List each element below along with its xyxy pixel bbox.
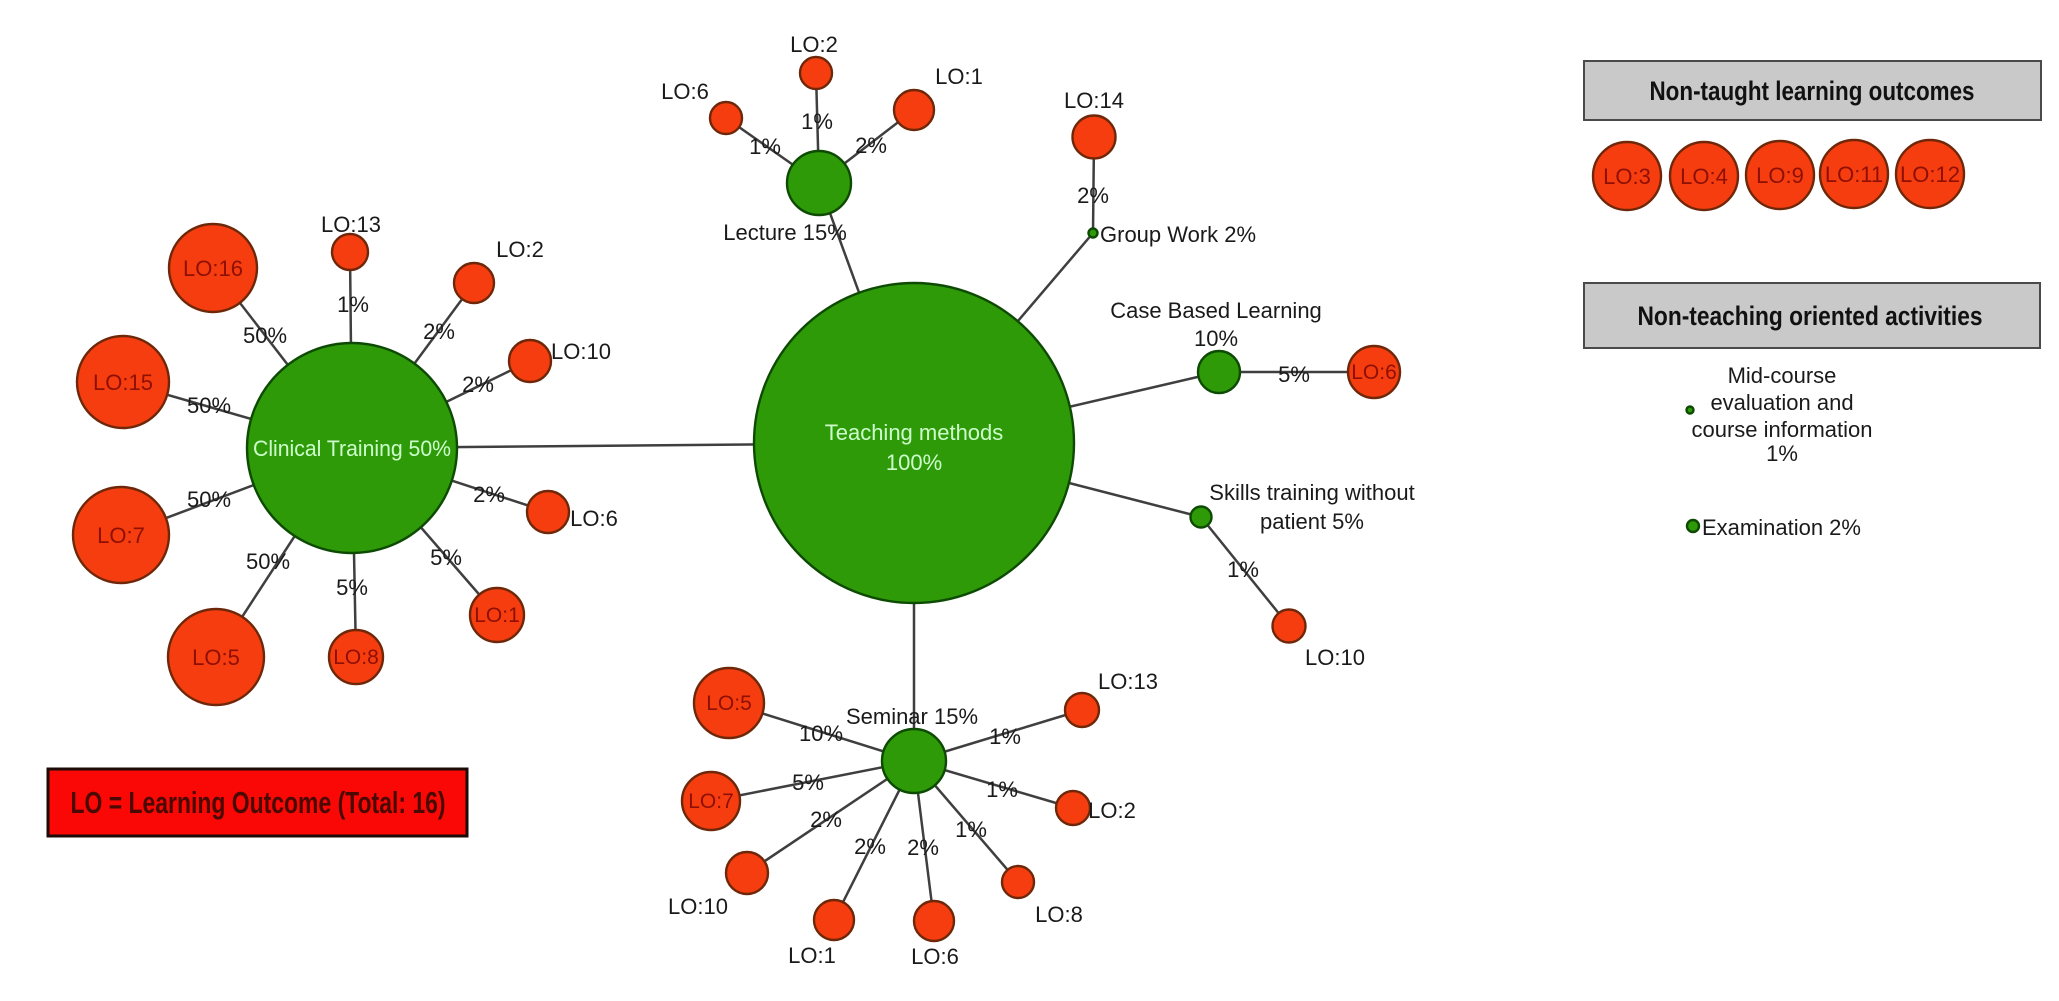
svg-text:2%: 2% — [473, 482, 505, 507]
svg-text:evaluation and: evaluation and — [1710, 390, 1853, 415]
svg-text:Skills training without: Skills training without — [1209, 480, 1414, 505]
svg-text:course information: course information — [1692, 417, 1873, 442]
svg-text:1%: 1% — [986, 777, 1018, 802]
svg-text:LO:8: LO:8 — [333, 646, 379, 669]
svg-text:Seminar 15%: Seminar 15% — [846, 704, 978, 729]
svg-text:2%: 2% — [855, 133, 887, 158]
svg-text:50%: 50% — [246, 549, 290, 574]
svg-text:Case Based Learning: Case Based Learning — [1110, 298, 1322, 323]
svg-text:LO:6: LO:6 — [570, 506, 618, 531]
svg-text:10%: 10% — [799, 721, 843, 746]
svg-text:LO:16: LO:16 — [183, 256, 243, 281]
svg-text:1%: 1% — [749, 134, 781, 159]
svg-text:LO:6: LO:6 — [1351, 361, 1397, 384]
svg-text:Non-teaching oriented activiti: Non-teaching oriented activities — [1638, 301, 1983, 331]
svg-text:LO:7: LO:7 — [688, 790, 734, 813]
svg-text:Clinical Training 50%: Clinical Training 50% — [253, 436, 451, 461]
svg-text:Non-taught learning outcomes: Non-taught learning outcomes — [1650, 76, 1975, 106]
svg-text:5%: 5% — [430, 545, 462, 570]
svg-text:LO:10: LO:10 — [1305, 645, 1365, 670]
svg-text:50%: 50% — [187, 393, 231, 418]
svg-text:LO:10: LO:10 — [668, 894, 728, 919]
svg-text:5%: 5% — [336, 575, 368, 600]
svg-text:2%: 2% — [907, 835, 939, 860]
svg-text:LO:1: LO:1 — [474, 604, 520, 627]
svg-text:LO:7: LO:7 — [97, 523, 145, 548]
svg-text:50%: 50% — [187, 487, 231, 512]
svg-text:patient 5%: patient 5% — [1260, 509, 1364, 534]
svg-text:LO:13: LO:13 — [1098, 669, 1158, 694]
svg-text:5%: 5% — [792, 770, 824, 795]
svg-text:LO:12: LO:12 — [1900, 162, 1960, 187]
svg-text:LO:5: LO:5 — [706, 692, 752, 715]
svg-text:LO:1: LO:1 — [935, 64, 983, 89]
svg-text:1%: 1% — [989, 724, 1021, 749]
svg-text:Examination 2%: Examination 2% — [1702, 515, 1861, 540]
svg-text:50%: 50% — [243, 323, 287, 348]
svg-text:2%: 2% — [462, 372, 494, 397]
svg-text:LO:2: LO:2 — [1088, 798, 1136, 823]
svg-text:LO:4: LO:4 — [1680, 164, 1728, 189]
svg-text:1%: 1% — [337, 292, 369, 317]
svg-text:LO:9: LO:9 — [1756, 163, 1804, 188]
svg-text:LO:13: LO:13 — [321, 212, 381, 237]
svg-text:5%: 5% — [1278, 362, 1310, 387]
svg-text:2%: 2% — [1077, 183, 1109, 208]
svg-text:1%: 1% — [801, 109, 833, 134]
svg-text:1%: 1% — [1227, 557, 1259, 582]
svg-text:LO:14: LO:14 — [1064, 88, 1124, 113]
svg-text:LO:10: LO:10 — [551, 339, 611, 364]
svg-text:Teaching methods: Teaching methods — [825, 420, 1004, 445]
svg-text:100%: 100% — [886, 450, 942, 475]
svg-text:1%: 1% — [1766, 441, 1798, 466]
svg-text:2%: 2% — [423, 319, 455, 344]
svg-text:LO:2: LO:2 — [790, 32, 838, 57]
svg-text:LO:11: LO:11 — [1825, 162, 1883, 187]
svg-text:LO = Learning Outcome (Total:: LO = Learning Outcome (Total: 16) — [71, 785, 446, 820]
svg-text:LO:6: LO:6 — [661, 79, 709, 104]
svg-text:LO:8: LO:8 — [1035, 902, 1083, 927]
svg-text:Lecture 15%: Lecture 15% — [723, 220, 847, 245]
svg-text:Mid-course: Mid-course — [1728, 363, 1837, 388]
svg-text:LO:3: LO:3 — [1603, 164, 1651, 189]
svg-text:LO:5: LO:5 — [192, 645, 240, 670]
svg-text:2%: 2% — [810, 807, 842, 832]
svg-text:LO:1: LO:1 — [788, 943, 836, 968]
svg-text:1%: 1% — [955, 817, 987, 842]
svg-text:Group Work 2%: Group Work 2% — [1100, 222, 1256, 247]
svg-text:LO:2: LO:2 — [496, 237, 544, 262]
svg-text:LO:15: LO:15 — [93, 370, 153, 395]
svg-text:LO:6: LO:6 — [911, 944, 959, 969]
svg-text:10%: 10% — [1194, 326, 1238, 351]
svg-text:2%: 2% — [854, 834, 886, 859]
